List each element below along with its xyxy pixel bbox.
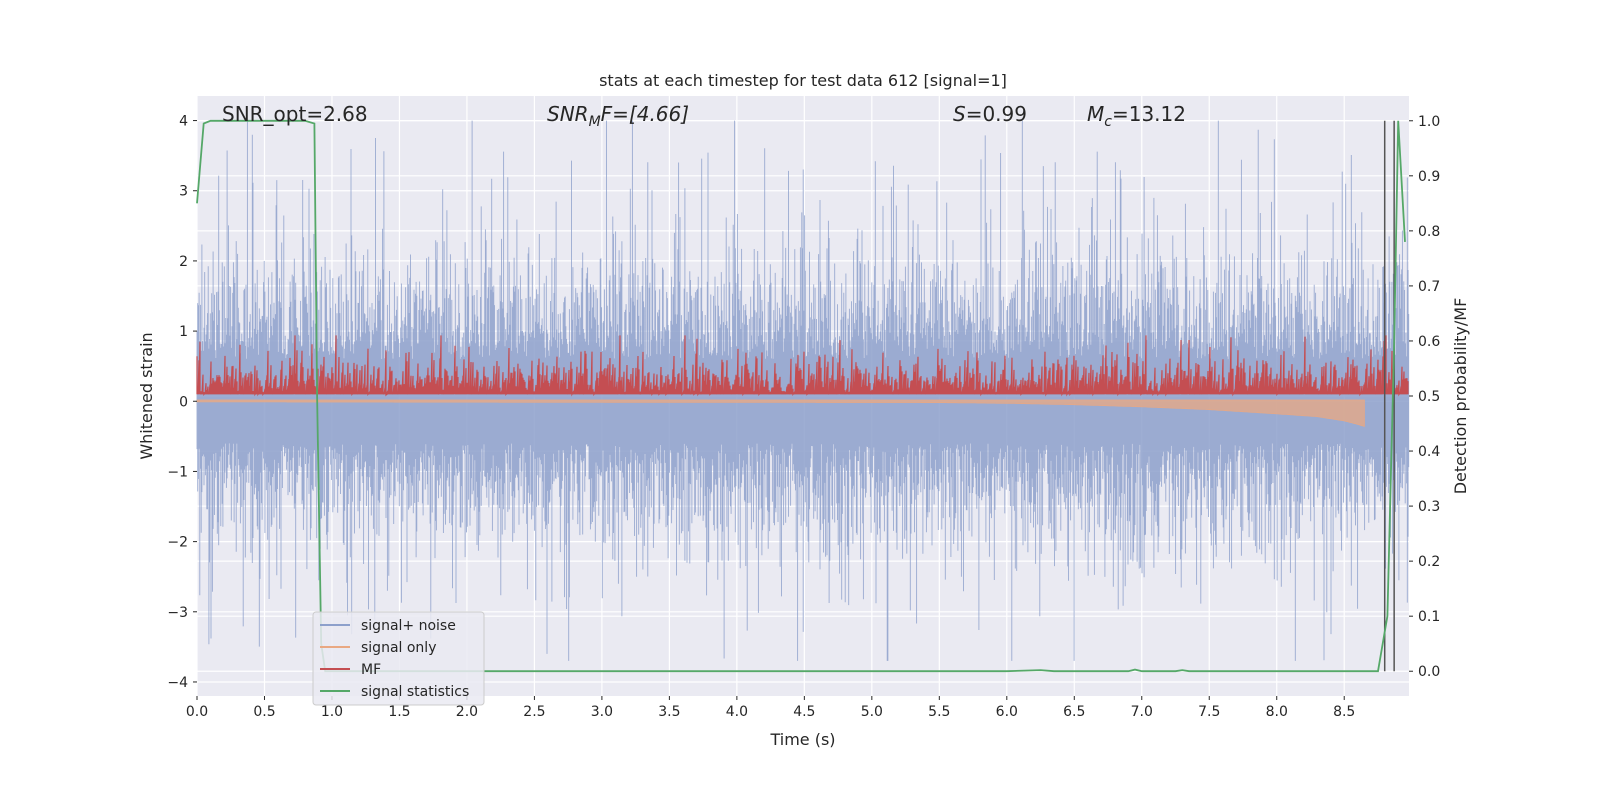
y2-tick-label: 0.5	[1418, 389, 1440, 405]
y-axis-label: Whitened strain	[137, 332, 156, 459]
signal-only-line	[196, 399, 1365, 427]
annotation-mc: Mc=13.12	[1087, 102, 1186, 130]
x-tick-label: 4.0	[726, 704, 748, 720]
legend-label-signal-noise: signal+ noise	[361, 618, 456, 634]
mf-series	[196, 335, 1409, 397]
x-tick-label: 3.0	[591, 704, 613, 720]
annotation-snr-opt: SNR_opt=2.68	[222, 102, 368, 126]
x-tick-label: 6.5	[1063, 704, 1085, 720]
legend: signal+ noise signal only MF signal stat…	[312, 611, 485, 706]
x-tick-label: 6.0	[996, 704, 1018, 720]
y2-tick-label: 0.7	[1418, 279, 1440, 295]
y-ticks: 4 3 2 1 0 −1 −2 −3 −4	[167, 114, 197, 691]
y-tick-label: −3	[167, 605, 188, 621]
signal-only-series	[196, 399, 1365, 427]
x-tick-label: 5.5	[928, 704, 950, 720]
x-tick-label: 5.0	[861, 704, 883, 720]
x-tick-label: 8.0	[1266, 704, 1288, 720]
y2-tick-label: 0.1	[1418, 609, 1440, 625]
y2-tick-label: 0.9	[1418, 169, 1440, 185]
y-tick-label: −1	[167, 464, 188, 480]
x-tick-label: 7.0	[1131, 704, 1153, 720]
annotation-s: S=0.99	[953, 102, 1027, 126]
signal-statistics-line	[196, 119, 1406, 673]
y2-tick-label: 1.0	[1418, 114, 1440, 130]
x-tick-label: 2.0	[456, 704, 478, 720]
x-tick-label: 0.5	[253, 704, 275, 720]
signal-statistics-series	[196, 119, 1406, 673]
y2-tick-label: 0.3	[1418, 499, 1440, 515]
y2-tick-label: 0.4	[1418, 444, 1440, 460]
legend-label-mf: MF	[361, 662, 381, 678]
x-tick-label: 4.5	[793, 704, 815, 720]
y-tick-label: −2	[167, 535, 188, 551]
x-tick-label: 7.5	[1198, 704, 1220, 720]
x-tick-label: 2.5	[523, 704, 545, 720]
vertical-lines	[1383, 120, 1395, 672]
x-tick-label: 0.0	[186, 704, 208, 720]
x-tick-label: 1.5	[388, 704, 410, 720]
y2-tick-label: 0.2	[1418, 554, 1440, 570]
x-tick-label: 1.0	[321, 704, 343, 720]
y-tick-label: 2	[179, 254, 188, 270]
legend-label-signal-statistics: signal statistics	[361, 684, 469, 700]
x-ticks: 0.0 0.5 1.0 1.5 2.0 2.5 3.0 3.5 4.0 4.5 5.0 5.5 6.0 6…	[186, 696, 1355, 720]
y-tick-label: 1	[179, 324, 188, 340]
y-tick-label: 4	[179, 114, 188, 130]
x-axis-label: Time (s)	[769, 730, 835, 749]
legend-box	[312, 611, 485, 706]
y-tick-label: 3	[179, 184, 188, 200]
x-tick-label: 3.5	[658, 704, 680, 720]
y2-tick-label: 0.8	[1418, 224, 1440, 240]
annotation-snr-mf: SNRMF=[4.66]	[547, 102, 689, 130]
y2-tick-label: 0.6	[1418, 334, 1440, 350]
legend-label-signal-only: signal only	[361, 640, 436, 656]
chart-title: stats at each timestep for test data 612…	[599, 71, 1007, 90]
y2-tick-label: 0.0	[1418, 664, 1440, 680]
y2-ticks: 1.0 0.9 0.8 0.7 0.6 0.5 0.4 0.3 0.2 0.1 0.0	[1409, 114, 1440, 680]
y-tick-label: 0	[179, 394, 188, 410]
y-tick-label: −4	[167, 675, 188, 691]
x-tick-label: 8.5	[1333, 704, 1355, 720]
y2-axis-label: Detection probability/MF	[1451, 298, 1470, 495]
mf-line	[196, 335, 1409, 397]
